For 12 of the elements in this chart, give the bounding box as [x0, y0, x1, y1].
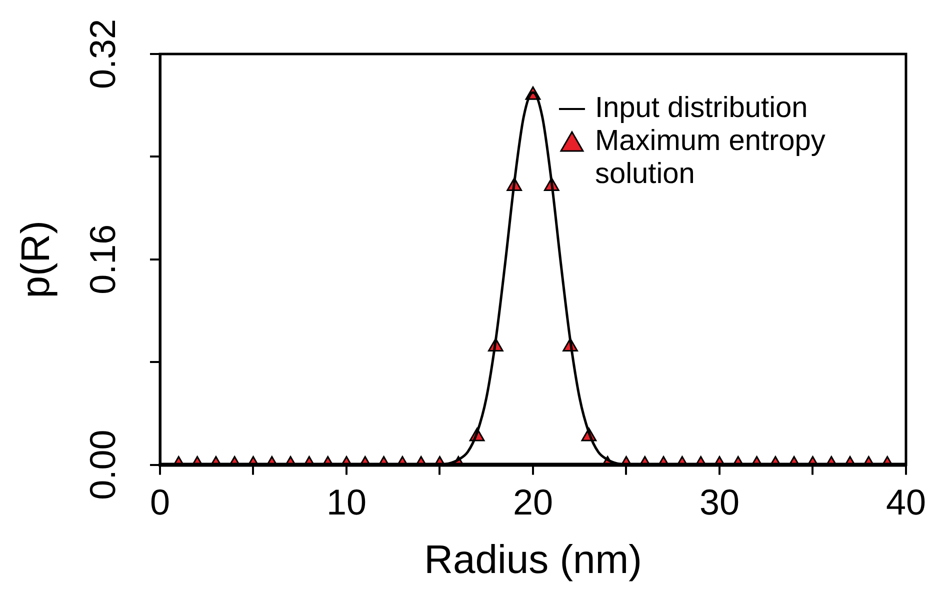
legend-label: Maximum entropy solution [594, 125, 826, 190]
y-tick-label: 0.16 [82, 224, 123, 294]
x-tick-label: 0 [150, 481, 170, 522]
legend-label: Input distribution [594, 92, 808, 124]
x-axis-title: Radius (nm) [424, 538, 642, 582]
y-tick-label: 0.00 [82, 430, 123, 500]
y-axis-title: p(R) [14, 220, 58, 298]
x-tick-label: 30 [699, 481, 740, 522]
x-tick-label: 40 [886, 481, 926, 522]
x-tick-label: 10 [326, 481, 367, 522]
y-tick-label: 0.32 [82, 18, 123, 90]
x-tick-label: 20 [512, 481, 554, 522]
